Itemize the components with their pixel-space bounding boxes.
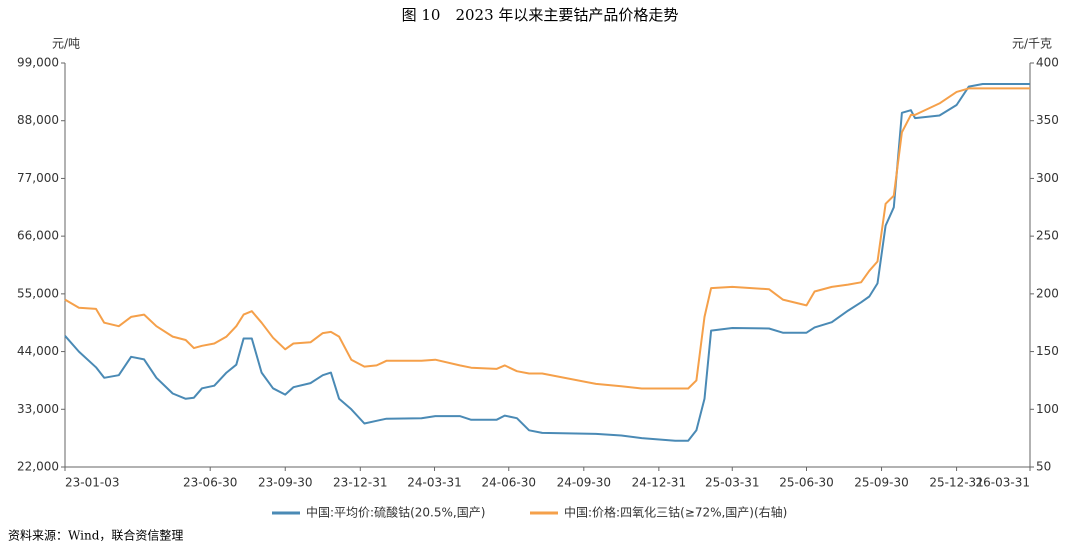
y2-tick-label: 400	[1036, 56, 1059, 70]
y-tick-label: 55,000	[17, 286, 59, 300]
x-tick-label: 25-12-31	[929, 476, 983, 490]
y2-tick-label: 350	[1036, 113, 1059, 127]
y2-tick-label: 150	[1036, 344, 1059, 358]
y-axis-label: 元/吨	[52, 37, 80, 51]
x-tick-label: 25-03-31	[705, 476, 759, 490]
x-tick-label: 25-09-30	[854, 476, 908, 490]
y-tick-label: 99,000	[17, 56, 59, 70]
legend-label: 中国:价格:四氧化三钴(≥72%,国产)(右轴)	[564, 505, 787, 520]
y2-tick-label: 300	[1036, 171, 1059, 185]
series-line	[64, 83, 1030, 442]
x-tick-label: 23-06-30	[183, 476, 237, 490]
legend-label: 中国:平均价:硫酸钴(20.5%,国产)	[306, 505, 485, 520]
chart-title: 图 10 2023 年以来主要钴产品价格走势	[402, 6, 679, 24]
x-tick-label: 23-12-31	[333, 476, 387, 490]
y-tick-label: 22,000	[17, 460, 59, 474]
x-tick-label: 24-06-30	[482, 476, 536, 490]
x-tick-label: 25-06-30	[779, 476, 833, 490]
y2-tick-label: 250	[1036, 229, 1059, 243]
x-tick-label: 24-09-30	[557, 476, 611, 490]
source-note: 资料来源：Wind，联合资信整理	[8, 528, 183, 543]
y-tick-label: 33,000	[17, 402, 59, 416]
x-tick-label: 26-03-31	[976, 476, 1030, 490]
y2-tick-label: 100	[1036, 402, 1059, 416]
y2-tick-label: 50	[1036, 460, 1051, 474]
x-tick-label: 23-09-30	[258, 476, 312, 490]
series-line	[64, 87, 1030, 390]
y2-axis-label: 元/千克	[1012, 37, 1052, 51]
y-tick-label: 66,000	[17, 229, 59, 243]
x-tick-label: 23-01-03	[65, 476, 119, 490]
y-tick-label: 77,000	[17, 171, 59, 185]
y2-tick-label: 200	[1036, 286, 1059, 300]
x-tick-label: 24-12-31	[632, 476, 686, 490]
y-tick-label: 44,000	[17, 344, 59, 358]
y-tick-label: 88,000	[17, 113, 59, 127]
x-tick-label: 24-03-31	[407, 476, 461, 490]
